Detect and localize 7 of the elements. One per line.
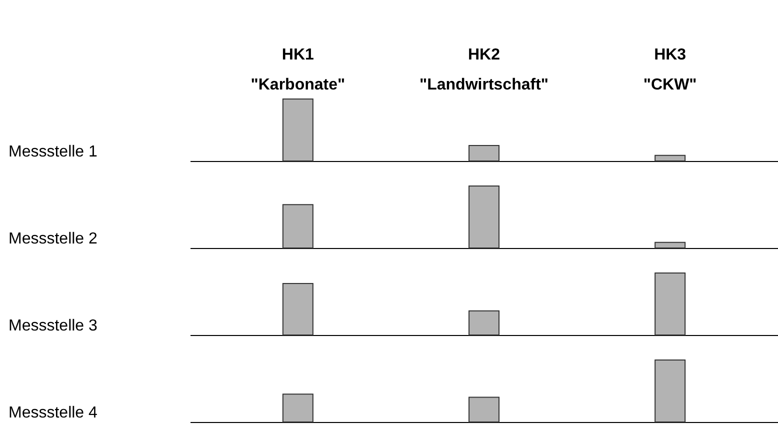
text: Messstelle 4 xyxy=(8,404,98,422)
x-tick-label: HK3 "CKW" xyxy=(643,46,697,94)
x-tick-label: HK2 "Landwirtschaft" xyxy=(420,46,548,94)
text: Messstelle 3 xyxy=(8,318,98,334)
x-tick-label: HK1 "Karbonate" xyxy=(250,46,346,94)
text: Messstelle 1 xyxy=(8,144,98,160)
text: Messstelle 2 xyxy=(8,230,98,248)
